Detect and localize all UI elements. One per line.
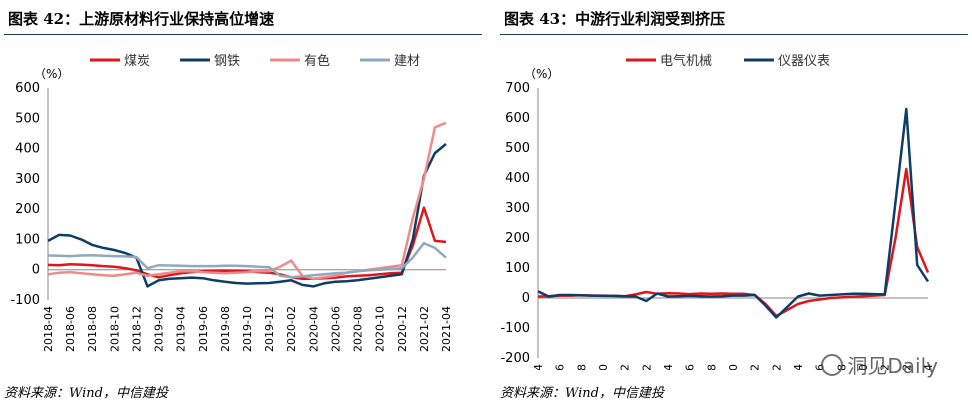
x-tick-label: 2019-02	[640, 364, 653, 370]
y-tick-label: 500	[15, 111, 40, 126]
chart-title: 图表 43：中游行业利润受到挤压	[504, 10, 726, 28]
legend: 煤炭 钢铁 有色 建材	[90, 53, 420, 69]
source-note: 资料来源：Wind，中信建投	[500, 386, 664, 401]
legend-label: 钢铁	[214, 54, 240, 69]
x-tick-label: 2020-02	[770, 364, 783, 370]
title-bar: 图表 43：中游行业利润受到挤压	[500, 4, 968, 35]
y-tick-label: 300	[505, 201, 530, 216]
x-tick-label: 2018-12	[619, 364, 632, 370]
x-tick-label: 2020-06	[329, 306, 342, 352]
y-tick-label: 400	[15, 142, 40, 157]
x-tick-label: 2020-12	[396, 306, 409, 352]
legend: 电气机械 仪器仪表	[626, 53, 830, 69]
chart-panel-42: 图表 42：上游原材料行业保持高位增速 煤炭 钢铁 有色 建材 （%） -100 0 100 2…	[4, 4, 482, 401]
x-tick-label: 2018-10	[108, 306, 121, 352]
x-tick-label: 2020-06	[814, 364, 827, 370]
x-tick-label: 2018-08	[575, 364, 588, 370]
x-tick-label: 2018-04	[42, 306, 55, 352]
x-tick-label: 2019-06	[684, 364, 697, 370]
y-tick-label: 100	[15, 232, 40, 247]
y-tick-label: 600	[15, 81, 40, 96]
y-tick-label: 700	[505, 81, 530, 96]
series-line-仪器仪表	[537, 107, 930, 319]
y-tick-label: -100	[500, 321, 530, 336]
x-tick-label: 2019-02	[153, 306, 166, 352]
x-tick-label: 2019-12	[263, 306, 276, 352]
x-tick-label: 2020-12	[879, 364, 892, 370]
x-tick-label: 2021-02	[900, 364, 913, 370]
wechat-icon	[821, 354, 844, 376]
x-tick-label: 2019-06	[197, 306, 210, 352]
source-note: 资料来源：Wind，中信建投	[4, 386, 168, 401]
x-tick-label: 2020-10	[857, 364, 870, 370]
x-tick-label: 2018-06	[554, 364, 567, 370]
x-tick-label: 2018-10	[597, 364, 610, 370]
chart-title: 图表 42：上游原材料行业保持高位增速	[8, 10, 275, 28]
x-tick-label: 2019-10	[727, 364, 740, 370]
y-tick-label: 400	[505, 171, 530, 186]
y-unit-label: （%）	[34, 67, 69, 81]
x-tick-label: 2018-06	[64, 306, 77, 352]
y-tick-label: 200	[505, 231, 530, 246]
series-line-钢铁	[47, 143, 447, 288]
y-unit-label: （%）	[524, 67, 559, 81]
y-tick-label: 600	[505, 111, 530, 126]
line-chart-42: 煤炭 钢铁 有色 建材 （%） -100 0 100 200 300 400 500 600 2018-0…	[10, 53, 453, 352]
watermark-text: 洞见Daily	[847, 354, 938, 378]
x-tick-label: 2018-12	[130, 306, 143, 352]
legend-label: 煤炭	[124, 54, 150, 69]
y-tick-label: 100	[505, 261, 530, 276]
legend-label: 建材	[394, 54, 420, 69]
y-tick-label: 200	[15, 202, 40, 217]
x-tick-label: 2021-04	[922, 364, 935, 370]
x-tick-label: 2020-02	[285, 306, 298, 352]
y-tick-label: 0	[522, 291, 530, 306]
y-tick-label: 500	[505, 141, 530, 156]
x-tick-label: 2021-04	[440, 306, 453, 352]
legend-label: 电气机械	[660, 53, 712, 69]
legend-label: 有色	[304, 53, 330, 69]
x-tick-label: 2020-10	[374, 306, 387, 352]
x-tick-label: 2018-08	[86, 306, 99, 352]
x-tick-label: 2019-04	[175, 306, 188, 352]
x-tick-label: 2020-04	[307, 306, 320, 352]
x-tick-label: 2018-04	[532, 364, 545, 370]
x-tick-label: 2019-12	[749, 364, 762, 370]
x-tick-label: 2020-04	[792, 364, 805, 370]
y-tick-label: -100	[10, 293, 40, 308]
legend-label: 仪器仪表	[778, 54, 830, 69]
y-tick-label: 0	[32, 263, 40, 278]
series-line-有色	[47, 121, 447, 281]
x-tick-label: 2019-04	[662, 364, 675, 370]
series-line-建材	[47, 241, 447, 279]
x-tick-label: 2020-08	[352, 306, 365, 352]
y-tick-label: -200	[500, 351, 530, 366]
y-tick-label: 300	[15, 172, 40, 187]
watermark: 洞见Daily	[821, 350, 938, 379]
x-tick-label: 2021-02	[418, 306, 431, 352]
x-tick-label: 2019-10	[241, 306, 254, 352]
title-bar: 图表 42：上游原材料行业保持高位增速	[4, 4, 482, 35]
chart-panel-43: 图表 43：中游行业利润受到挤压 电气机械 仪器仪表 （%） -200 -100 0 100…	[496, 0, 972, 407]
line-chart-43: 电气机械 仪器仪表 （%） -200 -100 0 100 200 300 400 500 600 70…	[500, 53, 935, 370]
x-tick-label: 2019-08	[705, 364, 718, 370]
x-tick-label: 2019-08	[219, 306, 232, 352]
